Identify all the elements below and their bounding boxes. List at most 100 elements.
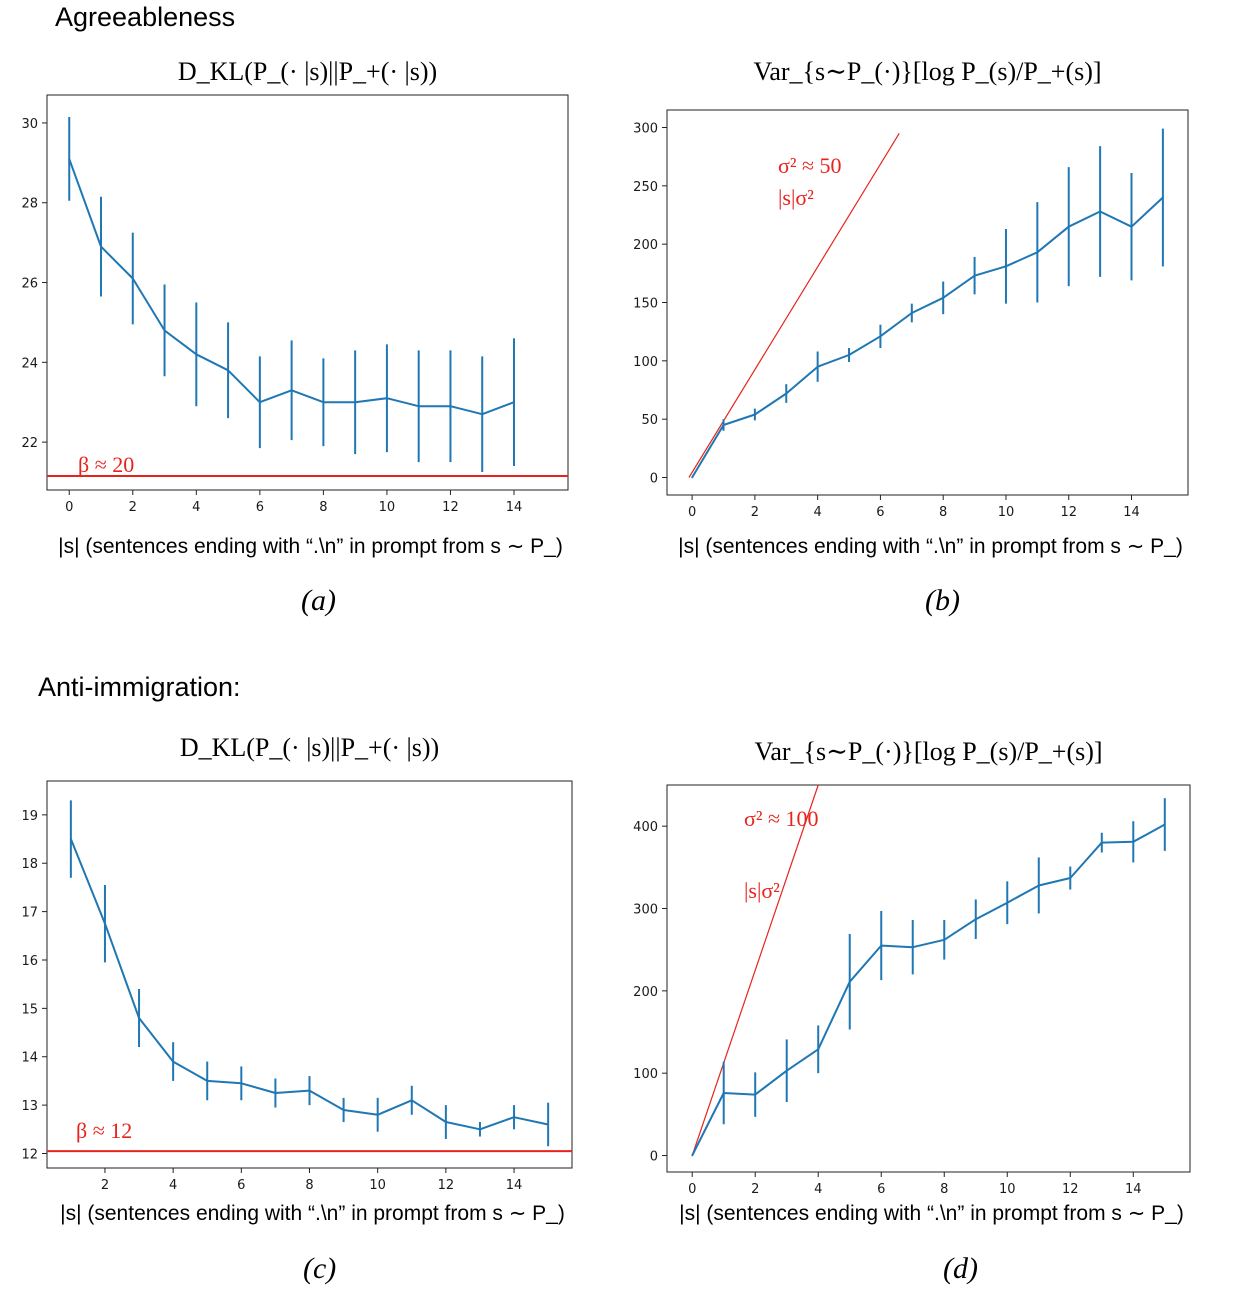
data-point xyxy=(290,389,293,392)
y-tick-label: 50 xyxy=(641,413,658,428)
data-point xyxy=(816,365,819,368)
y-tick-label: 12 xyxy=(21,1147,38,1162)
data-point xyxy=(1067,225,1070,228)
data-point xyxy=(974,918,977,921)
x-tick-label: 4 xyxy=(814,505,822,520)
y-tick-label: 200 xyxy=(633,985,658,1000)
panel-label-d: (d) xyxy=(943,1252,978,1285)
y-tick-label: 200 xyxy=(633,238,658,253)
data-point xyxy=(172,1060,174,1063)
x-tick-label: 2 xyxy=(751,1182,759,1197)
data-point xyxy=(1130,225,1133,228)
plot-frame xyxy=(666,109,1189,496)
data-point xyxy=(70,838,72,840)
series-line xyxy=(691,196,1164,479)
data-point xyxy=(240,1082,243,1085)
slope-annotation: |s|σ² xyxy=(744,878,780,903)
x-axis-label: |s| (sentences ending with “.\n” in prom… xyxy=(58,535,563,558)
data-point xyxy=(880,944,883,947)
x-tick-label: 10 xyxy=(369,1178,386,1193)
y-tick-label: 13 xyxy=(21,1099,38,1114)
plot-frame xyxy=(666,784,1191,1173)
y-tick-label: 30 xyxy=(21,117,38,132)
data-point xyxy=(1162,196,1164,199)
data-point xyxy=(1099,210,1101,213)
y-tick-label: 300 xyxy=(633,122,658,137)
x-tick-label: 8 xyxy=(940,1182,948,1197)
x-tick-label: 0 xyxy=(688,505,696,520)
data-point xyxy=(513,401,515,404)
y-tick-label: 18 xyxy=(21,857,38,872)
chart-title: Var_{s∼P_(·)}[log P_(s)/P_+(s)] xyxy=(753,57,1101,86)
sigma-reference-line xyxy=(691,784,819,1156)
data-point xyxy=(138,1017,140,1019)
data-point xyxy=(754,1093,757,1096)
x-tick-label: 2 xyxy=(129,500,137,515)
data-point xyxy=(445,1121,447,1123)
plot-frame xyxy=(46,94,569,491)
data-point xyxy=(943,939,946,941)
y-tick-label: 400 xyxy=(633,820,658,835)
x-tick-label: 10 xyxy=(999,1182,1016,1197)
panel-label-b: (b) xyxy=(925,584,960,617)
y-tick-label: 16 xyxy=(21,954,38,969)
data-point xyxy=(1005,265,1007,268)
x-tick-label: 6 xyxy=(877,1182,885,1197)
data-point xyxy=(1100,841,1103,844)
data-point xyxy=(1069,877,1072,879)
data-point xyxy=(1006,901,1009,904)
data-point xyxy=(691,476,693,479)
x-tick-label: 4 xyxy=(814,1182,822,1197)
chart-panel-d: Var_{s∼P_(·)}[log P_(s)/P_+(s)] 0 2 4 6 8 10 12… xyxy=(633,737,1191,1225)
data-point xyxy=(386,397,388,400)
x-tick-label: 0 xyxy=(688,1182,696,1197)
beta-annotation: β ≈ 12 xyxy=(76,1118,132,1143)
data-point xyxy=(206,1080,209,1082)
data-point xyxy=(817,1048,820,1051)
data-point xyxy=(1037,884,1040,887)
x-tick-label: 10 xyxy=(379,500,396,515)
data-point xyxy=(911,312,913,314)
panel-label-a: (a) xyxy=(301,584,336,617)
x-tick-label: 8 xyxy=(319,500,327,515)
y-tick-label: 100 xyxy=(633,1067,658,1082)
series-line xyxy=(691,823,1166,1156)
data-point xyxy=(163,329,166,332)
data-point xyxy=(376,1113,379,1116)
y-tick-label: 28 xyxy=(21,197,38,212)
data-point xyxy=(68,158,71,160)
data-point xyxy=(322,401,325,404)
y-tick-label: 22 xyxy=(21,436,38,451)
slope-annotation: |s|σ² xyxy=(778,185,814,210)
data-point xyxy=(308,1089,311,1092)
x-tick-label: 14 xyxy=(1123,505,1140,520)
data-point xyxy=(973,274,976,277)
x-tick-label: 10 xyxy=(998,505,1015,520)
x-tick-label: 8 xyxy=(939,505,947,520)
x-tick-label: 2 xyxy=(101,1178,109,1193)
data-point xyxy=(410,1099,413,1102)
data-point xyxy=(754,413,756,416)
data-point xyxy=(722,424,725,426)
y-tick-label: 250 xyxy=(633,180,658,195)
data-point xyxy=(354,401,356,404)
chart-panel-b: Var_{s∼P_(·)}[log P_(s)/P_+(s)] 0 2 4 6 8 10 12… xyxy=(633,57,1189,558)
data-point xyxy=(785,1069,788,1072)
chart-title: D_KL(P_(· |s)||P_+(· |s)) xyxy=(180,733,439,762)
data-point xyxy=(848,354,850,356)
x-tick-label: 8 xyxy=(305,1178,313,1193)
x-tick-label: 0 xyxy=(65,500,73,515)
data-point xyxy=(879,335,882,338)
section-title-anti-immigration: Anti-immigration: xyxy=(38,672,241,702)
x-axis-label: |s| (sentences ending with “.\n” in prom… xyxy=(60,1202,565,1225)
data-point xyxy=(342,1109,345,1111)
x-tick-label: 2 xyxy=(751,505,759,520)
x-tick-label: 6 xyxy=(876,505,884,520)
y-tick-label: 19 xyxy=(21,809,38,824)
x-tick-label: 4 xyxy=(169,1178,177,1193)
beta-annotation: β ≈ 20 xyxy=(78,452,134,477)
y-tick-label: 26 xyxy=(21,277,38,292)
y-tick-label: 14 xyxy=(21,1051,38,1066)
data-point xyxy=(1036,251,1039,254)
